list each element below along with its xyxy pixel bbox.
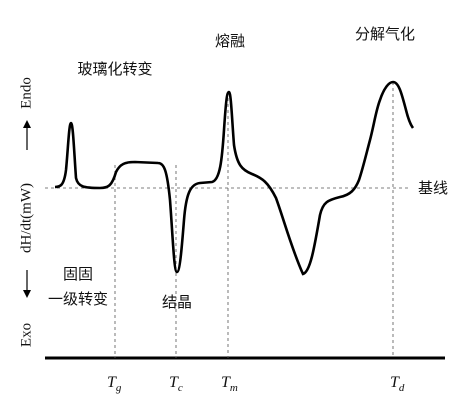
temperature-label: Td <box>390 374 405 394</box>
baseline-label: 基线 <box>418 179 448 197</box>
temperature-labels: Tg Tc Tm Td <box>107 374 405 394</box>
decomposition-label: 分解气化 <box>355 25 415 43</box>
temperature-subscript: d <box>399 382 405 394</box>
glass-transition-label: 玻璃化转变 <box>77 60 152 78</box>
temperature-symbol: T <box>107 374 117 391</box>
endo-label: Endo <box>18 77 34 109</box>
endo-arrow-head <box>23 120 31 128</box>
y-axis-label: Exo dH/dt(mW) Endo <box>18 77 34 347</box>
temperature-label: Tc <box>169 374 183 394</box>
temperature-subscript: c <box>178 382 183 394</box>
temperature-symbol: T <box>390 374 400 391</box>
exo-arrow-head <box>23 290 31 298</box>
temperature-symbol: T <box>169 374 179 391</box>
dsc-curve <box>54 80 415 276</box>
melting-label: 熔融 <box>215 32 245 50</box>
exo-label: Exo <box>18 323 34 347</box>
heat-flow-label: dH/dt(mW) <box>18 183 34 253</box>
temperature-subscript: m <box>230 382 238 394</box>
temperature-label: Tm <box>221 374 238 394</box>
temperature-subscript: g <box>116 382 122 394</box>
crystallization-label: 结晶 <box>162 293 192 311</box>
solid-transition-label: 一级转变 <box>48 290 108 308</box>
temperature-symbol: T <box>221 374 231 391</box>
solid-transition-label: 固固 <box>63 265 93 283</box>
temperature-label: Tg <box>107 374 122 394</box>
